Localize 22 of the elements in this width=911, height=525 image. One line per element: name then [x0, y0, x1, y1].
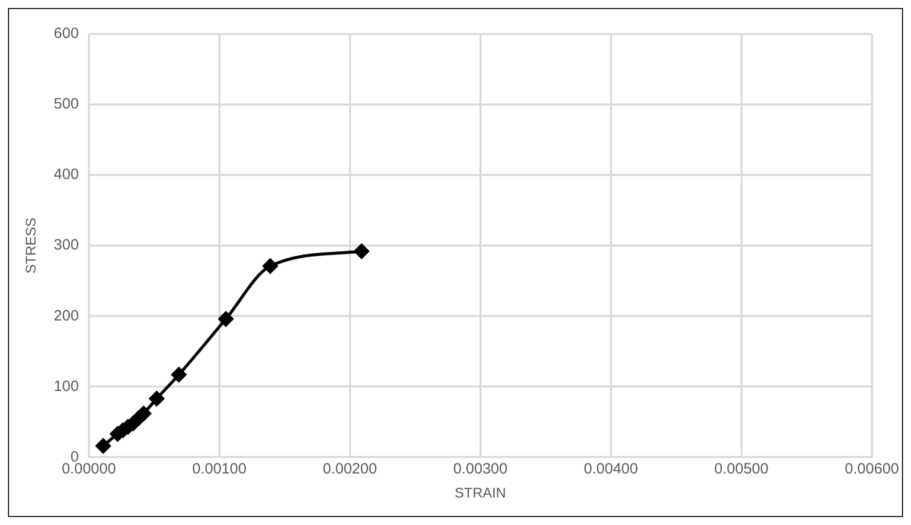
y-tick-label: 100 — [54, 378, 79, 395]
x-tick-label: 0.00400 — [584, 460, 638, 478]
x-tick-label: 0.00100 — [192, 460, 246, 478]
point — [136, 406, 152, 421]
y-tick-label: 500 — [54, 96, 79, 113]
x-tick-label: 0.00200 — [322, 460, 377, 478]
y-tick-label: 300 — [54, 236, 79, 254]
point — [218, 311, 234, 326]
x-tick-label: 0.00500 — [714, 460, 768, 478]
y-tick-label: 200 — [54, 307, 79, 324]
y-axis-title: STRESS — [22, 218, 38, 274]
point — [96, 438, 111, 454]
point — [262, 258, 278, 274]
x-tick-label: 0.00000 — [62, 460, 116, 478]
y-tick-label: 400 — [54, 166, 79, 184]
point — [149, 391, 164, 406]
y-tick-label: 600 — [54, 25, 79, 42]
point — [171, 367, 186, 382]
point — [354, 244, 370, 259]
x-axis-title: STRAIN — [454, 484, 506, 500]
x-tick-label: 0.00300 — [453, 460, 508, 478]
x-tick-label: 0.00600 — [844, 460, 900, 478]
